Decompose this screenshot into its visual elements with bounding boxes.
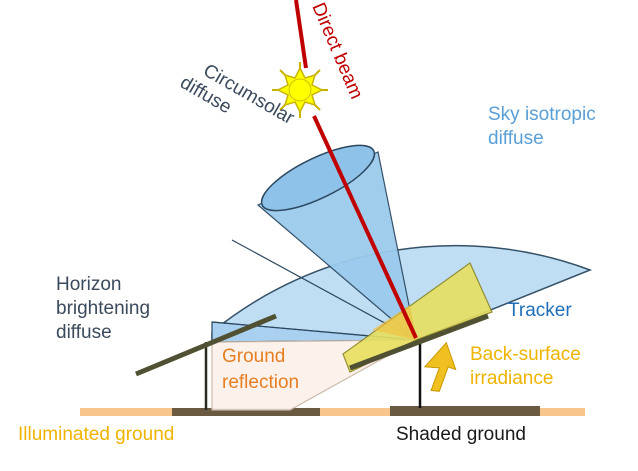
left-panel <box>135 313 277 377</box>
direct-beam-line <box>312 115 418 339</box>
ground-reflection-line-2: reflection <box>222 372 299 393</box>
ground-band <box>80 408 585 416</box>
ground-shadow-right <box>390 406 540 416</box>
horizon-line-1: Horizon <box>56 274 121 295</box>
back-surface-line-1: Back-surface <box>470 344 581 365</box>
horizon-line-2: brightening <box>56 298 150 319</box>
sky-isotropic-line-1: Sky isotropic <box>488 104 596 125</box>
sky-isotropic-line-2: diffuse <box>488 128 544 149</box>
circumsolar-label: Circumsolar diffuse <box>176 53 302 151</box>
ground-shadow-left <box>172 408 320 416</box>
tracker-panel <box>349 313 489 371</box>
direct-beam-top <box>294 0 308 69</box>
ground-reflection-label: Ground reflection <box>222 346 299 393</box>
back-surface-wedge <box>342 262 493 373</box>
back-surface-label: Back-surface irradiance <box>470 344 586 389</box>
horizon-line-3: diffuse <box>56 322 112 343</box>
up-arrow-icon <box>423 341 457 392</box>
circumsolar-cap <box>260 144 376 212</box>
shaded-ground-label: Shaded ground <box>396 424 526 445</box>
horizon-label: Horizon brightening diffuse <box>56 274 155 343</box>
ground-reflection-line-1: Ground <box>222 346 285 367</box>
illuminated-ground-label: Illuminated ground <box>18 424 174 445</box>
tracker-label: Tracker <box>508 300 572 321</box>
back-surface-line-2: irradiance <box>470 368 553 389</box>
sun-icon <box>272 62 328 118</box>
sky-isotropic-label: Sky isotropic diffuse <box>488 104 601 149</box>
